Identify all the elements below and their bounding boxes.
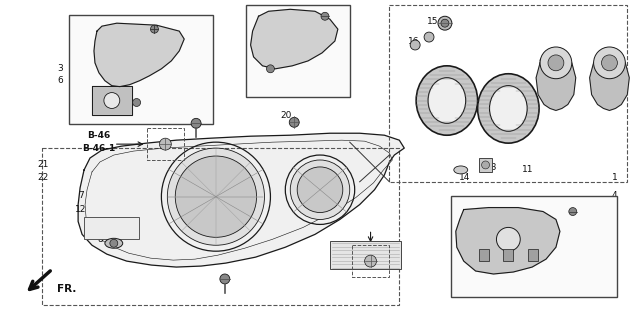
Text: 16: 16 <box>408 37 420 46</box>
Text: B-46: B-46 <box>87 131 111 140</box>
Polygon shape <box>589 63 629 110</box>
Text: 19: 19 <box>112 98 124 107</box>
Polygon shape <box>78 133 404 267</box>
Bar <box>451 196 618 297</box>
Bar <box>389 5 627 182</box>
Circle shape <box>424 32 434 42</box>
Text: 8: 8 <box>97 235 103 244</box>
Circle shape <box>191 118 201 128</box>
Circle shape <box>175 156 257 237</box>
Bar <box>352 245 389 277</box>
Bar <box>330 241 401 269</box>
Text: 4: 4 <box>612 191 617 200</box>
Bar <box>69 15 213 124</box>
Polygon shape <box>536 63 576 110</box>
Text: 13: 13 <box>486 163 497 173</box>
Circle shape <box>289 117 299 127</box>
Text: 7: 7 <box>78 191 84 200</box>
Ellipse shape <box>454 166 468 174</box>
Text: 15: 15 <box>428 17 439 26</box>
Bar <box>528 249 538 261</box>
Circle shape <box>159 138 172 150</box>
Circle shape <box>110 239 118 247</box>
Polygon shape <box>92 85 132 115</box>
Text: 17: 17 <box>179 112 191 121</box>
Circle shape <box>132 99 141 107</box>
Ellipse shape <box>428 78 466 123</box>
Text: 11: 11 <box>522 166 534 174</box>
Circle shape <box>167 148 264 245</box>
Text: 1: 1 <box>612 173 618 182</box>
Text: 5: 5 <box>258 21 264 30</box>
Circle shape <box>602 55 618 71</box>
Text: 14: 14 <box>459 173 470 182</box>
Text: 6: 6 <box>58 76 63 85</box>
Bar <box>479 249 488 261</box>
Text: B-46-1: B-46-1 <box>83 144 116 152</box>
Text: SHJ4B0800B: SHJ4B0800B <box>544 289 591 298</box>
Circle shape <box>150 25 159 33</box>
Polygon shape <box>251 9 338 69</box>
Bar <box>42 148 399 305</box>
Bar <box>147 128 184 160</box>
Ellipse shape <box>105 238 123 248</box>
Text: 20: 20 <box>280 111 292 120</box>
Circle shape <box>220 274 230 284</box>
Circle shape <box>441 19 449 27</box>
Ellipse shape <box>416 66 477 135</box>
Text: 3: 3 <box>58 64 63 73</box>
Circle shape <box>365 255 376 267</box>
Polygon shape <box>94 23 184 87</box>
Bar <box>246 5 349 97</box>
Ellipse shape <box>477 74 539 143</box>
Circle shape <box>266 65 275 73</box>
Circle shape <box>410 40 420 50</box>
Circle shape <box>321 12 329 20</box>
Text: FR.: FR. <box>58 284 77 294</box>
Text: 2: 2 <box>258 7 263 16</box>
Ellipse shape <box>490 85 527 131</box>
Circle shape <box>481 161 490 169</box>
Text: 21: 21 <box>38 160 49 169</box>
Text: 9: 9 <box>538 58 544 67</box>
Circle shape <box>540 47 572 79</box>
Circle shape <box>569 208 577 216</box>
Circle shape <box>291 160 349 219</box>
Text: 22: 22 <box>38 173 49 182</box>
Text: 18: 18 <box>88 25 100 33</box>
Circle shape <box>548 55 564 71</box>
Circle shape <box>104 93 120 108</box>
Text: 10: 10 <box>593 58 604 67</box>
Circle shape <box>497 227 520 251</box>
Bar <box>84 218 139 239</box>
Text: 12: 12 <box>76 205 87 214</box>
Circle shape <box>438 16 452 30</box>
Polygon shape <box>456 208 560 274</box>
Circle shape <box>593 47 625 79</box>
Bar <box>479 158 493 172</box>
Bar <box>504 249 513 261</box>
Circle shape <box>297 167 343 212</box>
